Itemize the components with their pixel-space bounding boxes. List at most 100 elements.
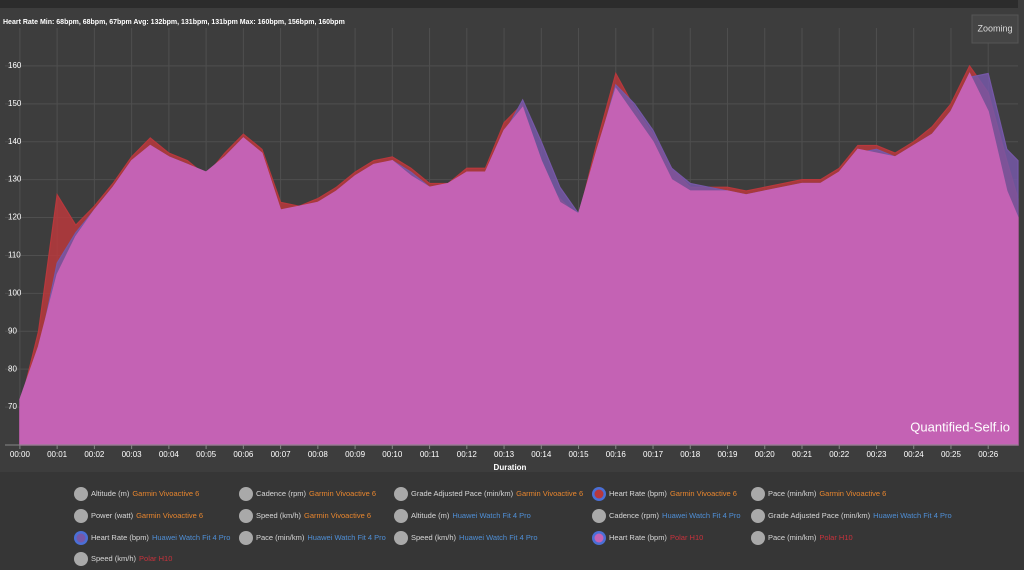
chart-title: Heart Rate Min: 68bpm, 68bpm, 67bpm Avg:… [3,19,345,26]
legend-metric[interactable]: Cadence (rpm) [609,511,660,520]
legend-metric[interactable]: Altitude (m) [411,511,450,520]
legend-device[interactable]: Huawei Watch Fit 4 Pro [459,533,538,542]
legend-device[interactable]: Garmin Vivoactive 6 [136,511,203,520]
legend-device[interactable]: Polar H10 [670,533,703,542]
legend-device[interactable]: Garmin Vivoactive 6 [304,511,371,520]
legend-metric[interactable]: Grade Adjusted Pace (min/km) [411,489,514,498]
legend-icon-inner[interactable] [594,489,604,499]
y-tick-label: 160 [8,61,22,70]
legend-item[interactable]: Cadence (rpm) Garmin Vivoactive 6 [239,487,376,501]
legend-device[interactable]: Huawei Watch Fit 4 Pro [873,511,952,520]
legend-item[interactable]: Speed (km/h) Garmin Vivoactive 6 [239,509,371,523]
legend-label[interactable]: Heart Rate (bpm) Huawei Watch Fit 4 Pro [91,533,230,542]
legend-item[interactable]: Altitude (m) Garmin Vivoactive 6 [74,487,199,501]
legend-label[interactable]: Grade Adjusted Pace (min/km) Huawei Watch… [768,511,952,520]
x-tick-label: 00:15 [569,450,590,459]
x-tick-label: 00:10 [382,450,403,459]
zoom-button[interactable] [971,14,1019,44]
x-tick-label: 00:18 [680,450,701,459]
legend-label[interactable]: Pace (min/km) Garmin Vivoactive 6 [768,489,886,498]
x-tick-label: 00:03 [122,450,143,459]
x-tick-label: 00:00 [10,450,31,459]
legend-icon[interactable] [751,531,765,545]
legend-item[interactable]: Grade Adjusted Pace (min/km) Huawei Watch… [751,509,952,523]
legend-label[interactable]: Heart Rate (bpm) Garmin Vivoactive 6 [609,489,737,498]
legend-label[interactable]: Heart Rate (bpm) Polar H10 [609,533,703,542]
legend-label[interactable]: Pace (min/km) Polar H10 [768,533,853,542]
legend-icon-inner[interactable] [76,533,86,543]
legend-device[interactable]: Huawei Watch Fit 4 Pro [452,511,531,520]
legend-item[interactable]: Speed (km/h) Polar H10 [74,552,172,566]
legend-icon[interactable] [394,509,408,523]
legend-item[interactable]: Power (watt) Garmin Vivoactive 6 [74,509,203,523]
legend-device[interactable]: Polar H10 [139,554,172,563]
legend-metric[interactable]: Grade Adjusted Pace (min/km) [768,511,871,520]
legend-metric[interactable]: Speed (km/h) [411,533,457,542]
legend-label[interactable]: Pace (min/km) Huawei Watch Fit 4 Pro [256,533,386,542]
legend-label[interactable]: Speed (km/h) Garmin Vivoactive 6 [256,511,371,520]
legend-item[interactable]: Heart Rate (bpm) Garmin Vivoactive 6 [592,487,737,501]
legend-metric[interactable]: Pace (min/km) [256,533,305,542]
legend-item[interactable]: Speed (km/h) Huawei Watch Fit 4 Pro [394,531,538,545]
legend-item[interactable]: Grade Adjusted Pace (min/km) Garmin Vivoa… [394,487,583,501]
legend-device[interactable]: Huawei Watch Fit 4 Pro [307,533,386,542]
legend-item[interactable]: Pace (min/km) Garmin Vivoactive 6 [751,487,886,501]
legend-label[interactable]: Speed (km/h) Huawei Watch Fit 4 Pro [411,533,538,542]
x-tick-label: 00:08 [308,450,329,459]
legend-metric[interactable]: Heart Rate (bpm) [91,533,149,542]
legend-item[interactable]: Cadence (rpm) Huawei Watch Fit 4 Pro [592,509,741,523]
legend-device[interactable]: Garmin Vivoactive 6 [132,489,199,498]
legend-metric[interactable]: Pace (min/km) [768,533,817,542]
top-bar [0,0,1018,8]
x-tick-label: 00:24 [904,450,925,459]
legend-icon[interactable] [74,487,88,501]
legend-icon[interactable] [239,531,253,545]
y-tick-label: 130 [8,175,22,184]
legend-icon[interactable] [592,509,606,523]
legend-label[interactable]: Speed (km/h) Polar H10 [91,554,172,563]
legend-icon[interactable] [239,509,253,523]
legend-metric[interactable]: Speed (km/h) [256,511,302,520]
legend-icon[interactable] [394,487,408,501]
x-tick-label: 00:25 [941,450,962,459]
legend-metric[interactable]: Speed (km/h) [91,554,137,563]
legend-device[interactable]: Garmin Vivoactive 6 [516,489,583,498]
legend-item[interactable]: Altitude (m) Huawei Watch Fit 4 Pro [394,509,531,523]
y-tick-label: 150 [8,99,22,108]
legend-device[interactable]: Garmin Vivoactive 6 [670,489,737,498]
legend-device[interactable]: Polar H10 [819,533,852,542]
legend-device[interactable]: Huawei Watch Fit 4 Pro [662,511,741,520]
legend-device[interactable]: Garmin Vivoactive 6 [819,489,886,498]
legend-item[interactable]: Pace (min/km) Polar H10 [751,531,853,545]
legend-icon[interactable] [751,487,765,501]
legend-metric[interactable]: Heart Rate (bpm) [609,489,667,498]
legend-metric[interactable]: Cadence (rpm) [256,489,307,498]
legend-label[interactable]: Grade Adjusted Pace (min/km) Garmin Vivoa… [411,489,583,498]
legend-icon[interactable] [751,509,765,523]
legend-item[interactable]: Heart Rate (bpm) Huawei Watch Fit 4 Pro [74,531,230,545]
x-tick-label: 00:14 [531,450,552,459]
legend-metric[interactable]: Pace (min/km) [768,489,817,498]
area-series [19,72,1019,446]
legend-icon[interactable] [239,487,253,501]
legend-icon-inner[interactable] [594,533,604,543]
zoom-button-label[interactable]: Zooming [977,23,1012,33]
legend-item[interactable]: Heart Rate (bpm) Polar H10 [592,531,703,545]
legend-label[interactable]: Altitude (m) Garmin Vivoactive 6 [91,489,199,498]
legend-label[interactable]: Cadence (rpm) Huawei Watch Fit 4 Pro [609,511,741,520]
legend-icon[interactable] [74,552,88,566]
legend-icon[interactable] [74,509,88,523]
watermark: Quantified-Self.io [910,419,1010,434]
x-tick-label: 00:12 [457,450,478,459]
legend-label[interactable]: Altitude (m) Huawei Watch Fit 4 Pro [411,511,531,520]
legend-item[interactable]: Pace (min/km) Huawei Watch Fit 4 Pro [239,531,386,545]
legend-metric[interactable]: Heart Rate (bpm) [609,533,667,542]
legend-label[interactable]: Cadence (rpm) Garmin Vivoactive 6 [256,489,376,498]
legend-metric[interactable]: Power (watt) [91,511,134,520]
legend-icon[interactable] [394,531,408,545]
legend-device[interactable]: Garmin Vivoactive 6 [309,489,376,498]
y-tick-label: 80 [8,364,17,373]
legend-device[interactable]: Huawei Watch Fit 4 Pro [152,533,231,542]
legend-metric[interactable]: Altitude (m) [91,489,130,498]
legend-label[interactable]: Power (watt) Garmin Vivoactive 6 [91,511,203,520]
